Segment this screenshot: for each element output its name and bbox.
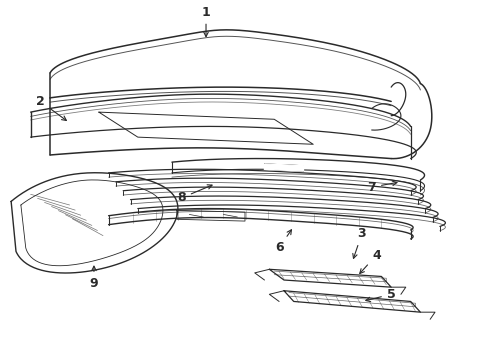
Text: 8: 8	[177, 185, 212, 204]
Text: 1: 1	[202, 6, 210, 37]
Text: 3: 3	[353, 227, 366, 258]
Text: 5: 5	[366, 288, 395, 302]
Text: 7: 7	[368, 181, 397, 194]
Text: 6: 6	[275, 230, 292, 255]
Polygon shape	[265, 164, 303, 171]
Text: 2: 2	[36, 95, 66, 121]
Text: 9: 9	[90, 266, 98, 290]
Text: 4: 4	[360, 248, 381, 274]
